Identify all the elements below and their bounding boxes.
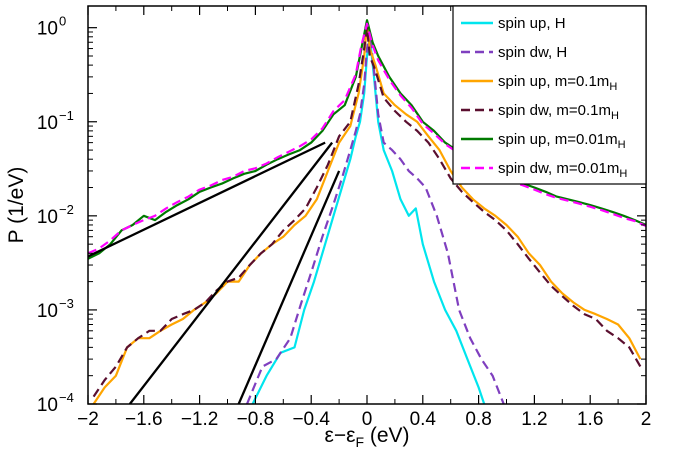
y-tick-exponent: −3 bbox=[59, 296, 74, 311]
legend-label-6: spin dw, m=0.01mH bbox=[498, 160, 627, 180]
x-tick-label: 0.4 bbox=[410, 409, 437, 430]
y-axis-label: P (1/eV) bbox=[5, 167, 28, 244]
series-line-2 bbox=[245, 30, 505, 404]
x-tick-label: −0.8 bbox=[237, 409, 275, 430]
y-tick-exponent: −4 bbox=[59, 390, 74, 405]
fit-line-3 bbox=[237, 170, 341, 404]
legend-box bbox=[452, 5, 647, 185]
series-line-6 bbox=[88, 22, 646, 255]
fit-line-2 bbox=[128, 141, 334, 404]
x-tick-label: 1.6 bbox=[577, 409, 603, 430]
x-tick-label: 2 bbox=[641, 409, 652, 430]
y-tick-exponent: −1 bbox=[59, 108, 74, 123]
axis-ticks: −2 −1.6 −1.2 −0.8 −0.4 0 0.4 0.8 1.2 1.6 210−410−3… bbox=[37, 6, 651, 430]
y-tick-label: 10 bbox=[37, 207, 58, 228]
x-tick-label: −2 bbox=[77, 409, 99, 430]
series-line-5 bbox=[88, 19, 646, 260]
y-tick-exponent: 0 bbox=[59, 14, 66, 29]
legend-label-5: spin up, m=0.01mH bbox=[498, 131, 626, 151]
legend-label-1: spin up, H bbox=[498, 15, 566, 32]
x-tick-label: −1.2 bbox=[181, 409, 219, 430]
x-axis-label: ε−εF (eV) bbox=[324, 424, 409, 450]
legend-label-4: spin dw, m=0.1mH bbox=[498, 102, 619, 122]
axis-labels: ε−εF (eV) P (1/eV) bbox=[5, 167, 410, 450]
x-tick-label: 0 bbox=[362, 409, 373, 430]
y-tick-label: 10 bbox=[37, 19, 58, 40]
x-tick-label: 0.8 bbox=[465, 409, 491, 430]
fit-lines bbox=[88, 141, 341, 404]
y-tick-exponent: −2 bbox=[59, 202, 74, 217]
legend: spin up, H spin dw, H spin up, m=0.1mH spin… bbox=[452, 5, 647, 185]
x-tick-label: 1.2 bbox=[521, 409, 547, 430]
x-tick-label: −0.4 bbox=[292, 409, 330, 430]
legend-label-3: spin up, m=0.1mH bbox=[498, 73, 617, 93]
y-tick-label: 10 bbox=[37, 301, 58, 322]
y-tick-label: 10 bbox=[37, 113, 58, 134]
x-tick-label: −1.6 bbox=[125, 409, 163, 430]
fit-line-1 bbox=[88, 141, 326, 258]
y-tick-label: 10 bbox=[37, 395, 58, 416]
legend-label-2: spin dw, H bbox=[498, 44, 567, 61]
data-layer bbox=[88, 19, 646, 404]
